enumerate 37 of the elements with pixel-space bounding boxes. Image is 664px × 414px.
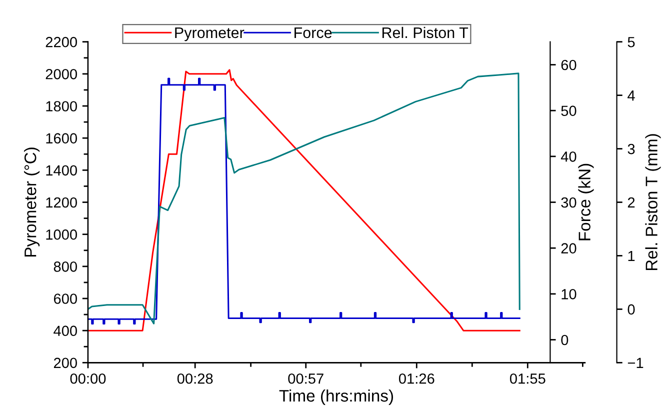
y2-tick-label: 10: [562, 289, 576, 300]
y3-tick-label: 2: [628, 197, 635, 208]
y-tick-label: 1200: [46, 197, 77, 208]
y3-tick-label: 5: [628, 37, 635, 48]
y3-tick-label: 1: [628, 250, 635, 261]
y-tick-label: 400: [54, 326, 77, 336]
legend-label: Rel. Piston T: [382, 26, 468, 38]
x-tick-label: 00:28: [177, 373, 213, 384]
y-axis-title: Pyrometer (°C): [24, 148, 40, 257]
x-tick-label: 01:26: [398, 373, 434, 384]
y-tick-label: 1000: [46, 229, 77, 240]
y-tick-label: 1800: [46, 101, 77, 112]
y2-axis-title: Force (kN): [578, 164, 594, 240]
y3-tick-label: −1: [628, 358, 644, 368]
legend-label: Force: [294, 27, 332, 38]
y-tick-label: 1600: [46, 133, 77, 144]
y2-tick-label: 50: [561, 106, 576, 116]
y3-tick-label: 3: [628, 144, 635, 154]
y3-tick-label: 4: [628, 90, 635, 101]
y-tick-label: 2200: [46, 36, 77, 48]
y2-tick-label: 40: [560, 152, 576, 162]
y-tick-label: 1400: [46, 165, 77, 176]
y-tick-label: 200: [54, 358, 77, 368]
y2-tick-label: 0: [561, 334, 568, 346]
y-tick-label: 2000: [46, 69, 77, 80]
x-tick-label: 00:57: [288, 373, 324, 384]
y3-axis-title: Rel. Piston T (mm): [645, 134, 661, 270]
y2-tick-label: 20: [561, 243, 576, 254]
x-axis-title: Time (hrs:mins): [279, 389, 394, 405]
y-tick-label: 800: [54, 262, 77, 272]
x-tick-label: 01:55: [510, 373, 546, 384]
y2-tick-label: 30: [561, 197, 576, 208]
y-tick-label: 600: [54, 294, 77, 304]
legend-label: Pyrometer: [175, 27, 244, 42]
x-tick-label: 00:00: [70, 373, 106, 384]
y3-tick-label: 0: [628, 304, 635, 315]
y2-tick-label: 60: [561, 60, 576, 70]
